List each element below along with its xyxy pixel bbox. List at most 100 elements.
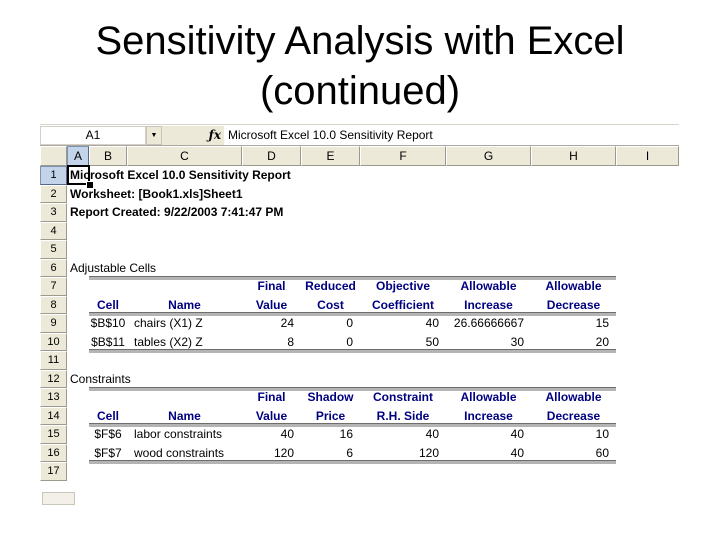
adj-row2-cell[interactable]: $B$11	[91, 334, 125, 349]
header-allowable-inc[interactable]: Allowable	[460, 390, 517, 404]
row-header-17[interactable]: 17	[40, 462, 67, 481]
adj-row1-name[interactable]: chairs (X1) Z	[134, 316, 203, 330]
header-objective[interactable]: Objective	[375, 279, 431, 293]
row-header-5[interactable]: 5	[40, 240, 67, 259]
con-row2-rh-side[interactable]: 120	[418, 445, 439, 460]
name-box[interactable]: A1	[40, 126, 146, 145]
adj-row2-reduced-cost[interactable]: 0	[346, 334, 353, 349]
header-allowable-inc[interactable]: Allowable	[460, 279, 517, 293]
row-header-12[interactable]: 12	[40, 369, 67, 388]
adj-row2-objective-coefficient[interactable]: 50	[425, 334, 439, 349]
adj-row1-objective-coefficient[interactable]: 40	[425, 316, 439, 330]
function-icon[interactable]: ƒx	[208, 128, 221, 142]
adj-row2-allowable-decrease[interactable]: 20	[595, 334, 609, 349]
header-increase[interactable]: Increase	[464, 297, 513, 312]
con-row2-shadow-price[interactable]: 6	[346, 445, 353, 460]
row-header-13[interactable]: 13	[40, 388, 67, 407]
name-box-dropdown-button[interactable]: ▼	[146, 126, 162, 145]
header-value[interactable]: Value	[255, 408, 288, 423]
table-row: $B$11 tables (X2) Z 8 0 50 30 20	[67, 333, 679, 352]
header-increase[interactable]: Increase	[464, 408, 513, 423]
row-header-10[interactable]: 10	[40, 332, 67, 351]
row-header-7[interactable]: 7	[40, 277, 67, 296]
column-header-g[interactable]: G	[446, 146, 531, 166]
column-header-e[interactable]: E	[301, 146, 360, 166]
cell-a1[interactable]: Microsoft Excel 10.0 Sensitivity Report	[70, 168, 291, 182]
table-row: $B$10 chairs (X1) Z 24 0 40 26.66666667 …	[67, 314, 679, 333]
constraints-header-underline	[89, 423, 616, 427]
table-row: $F$7 wood constraints 120 6 120 40 60	[67, 444, 679, 463]
header-decrease[interactable]: Decrease	[546, 297, 601, 312]
con-row1-cell[interactable]: $F$6	[94, 427, 122, 441]
formula-bar: A1 ▼ ƒx Microsoft Excel 10.0 Sensitivity…	[40, 124, 679, 146]
header-cell[interactable]: Cell	[96, 408, 119, 423]
sheet-area[interactable]: Microsoft Excel 10.0 Sensitivity Report …	[67, 165, 679, 481]
header-reduced[interactable]: Reduced	[305, 279, 356, 293]
adj-row1-final-value[interactable]: 24	[280, 316, 294, 330]
header-decrease[interactable]: Decrease	[546, 408, 601, 423]
header-allowable-dec[interactable]: Allowable	[545, 390, 602, 404]
cell-a2[interactable]: Worksheet: [Book1.xls]Sheet1	[70, 186, 243, 201]
column-header-a[interactable]: A	[67, 146, 89, 166]
selected-cell-border	[67, 165, 90, 185]
con-row1-rh-side[interactable]: 40	[425, 427, 439, 441]
column-header-h[interactable]: H	[531, 146, 616, 166]
cell-a6-adjustable-cells-label[interactable]: Adjustable Cells	[70, 260, 157, 275]
con-row2-cell[interactable]: $F$7	[94, 445, 122, 460]
select-all-corner[interactable]	[40, 146, 67, 166]
con-row1-allowable-increase[interactable]: 40	[510, 427, 524, 441]
header-name[interactable]: Name	[168, 408, 201, 423]
adj-row2-allowable-increase[interactable]: 30	[510, 334, 524, 349]
header-cell[interactable]: Cell	[96, 297, 119, 312]
adj-row1-allowable-decrease[interactable]: 15	[595, 316, 609, 330]
row-header-4[interactable]: 4	[40, 221, 67, 240]
header-final[interactable]: Final	[257, 390, 286, 404]
adj-row1-allowable-increase[interactable]: 26.66666667	[453, 316, 524, 330]
header-allowable-dec[interactable]: Allowable	[545, 279, 602, 293]
cell-a12-constraints-label[interactable]: Constraints	[70, 371, 131, 386]
adjustable-header-row-1: Final Reduced Objective Allowable Allowa…	[67, 277, 679, 296]
row-header-6[interactable]: 6	[40, 258, 67, 277]
header-value[interactable]: Value	[255, 297, 288, 312]
row-header-3[interactable]: 3	[40, 203, 67, 222]
constraints-table-bottom-border	[89, 460, 616, 464]
row-header-16[interactable]: 16	[40, 443, 67, 462]
column-header-row: A B C D E F G H I	[40, 146, 679, 166]
row-header-2[interactable]: 2	[40, 184, 67, 203]
header-price[interactable]: Price	[315, 408, 346, 423]
formula-bar-input[interactable]: Microsoft Excel 10.0 Sensitivity Report	[228, 128, 433, 142]
column-header-c[interactable]: C	[127, 146, 242, 166]
column-header-d[interactable]: D	[242, 146, 301, 166]
header-rh-side[interactable]: R.H. Side	[376, 408, 430, 423]
header-cost[interactable]: Cost	[317, 297, 344, 312]
row-header-8[interactable]: 8	[40, 295, 67, 314]
adj-row1-reduced-cost[interactable]: 0	[346, 316, 353, 330]
cell-a3[interactable]: Report Created: 9/22/2003 7:41:47 PM	[70, 205, 284, 219]
con-row2-name[interactable]: wood constraints	[134, 445, 225, 460]
header-name[interactable]: Name	[168, 297, 201, 312]
header-constraint[interactable]: Constraint	[373, 390, 433, 404]
con-row2-allowable-decrease[interactable]: 60	[595, 445, 609, 460]
header-final[interactable]: Final	[257, 279, 286, 293]
adj-row2-name[interactable]: tables (X2) Z	[134, 334, 203, 349]
column-header-i[interactable]: I	[616, 146, 679, 166]
con-row1-allowable-decrease[interactable]: 10	[595, 427, 609, 441]
adjustable-header-underline	[89, 312, 616, 316]
column-header-f[interactable]: F	[360, 146, 446, 166]
con-row2-final-value[interactable]: 120	[273, 445, 294, 460]
column-header-b[interactable]: B	[89, 146, 127, 166]
row-header-11[interactable]: 11	[40, 351, 67, 370]
con-row1-shadow-price[interactable]: 16	[339, 427, 353, 441]
row-header-15[interactable]: 15	[40, 425, 67, 444]
adj-row2-final-value[interactable]: 8	[287, 334, 294, 349]
con-row1-final-value[interactable]: 40	[280, 427, 294, 441]
row-header-9[interactable]: 9	[40, 314, 67, 333]
row-header-14[interactable]: 14	[40, 406, 67, 425]
adj-row1-cell[interactable]: $B$10	[90, 316, 126, 330]
header-coefficient[interactable]: Coefficient	[371, 297, 434, 312]
con-row2-allowable-increase[interactable]: 40	[510, 445, 524, 460]
row-header-1[interactable]: 1	[40, 166, 67, 185]
header-shadow[interactable]: Shadow	[307, 390, 354, 404]
con-row1-name[interactable]: labor constraints	[134, 427, 223, 441]
fill-handle[interactable]	[86, 181, 94, 189]
